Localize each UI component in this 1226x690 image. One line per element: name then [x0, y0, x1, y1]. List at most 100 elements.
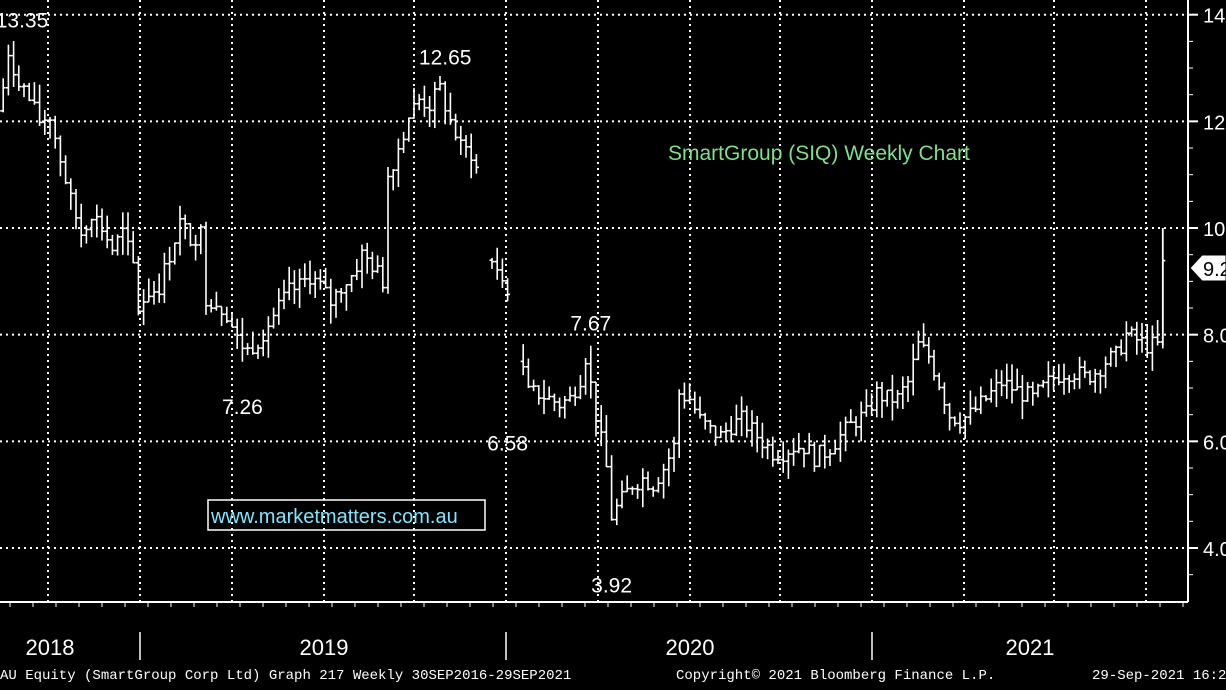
ohlc-bar [531, 379, 537, 392]
ohlc-bar [780, 441, 786, 473]
ohlc-bar [245, 343, 251, 356]
ohlc-bar [505, 278, 511, 302]
ohlc-bar [921, 323, 927, 348]
ohlc-bar [494, 247, 500, 280]
ohlc-bar [848, 409, 854, 424]
ohlc-bar [125, 212, 131, 256]
ohlc-bar [135, 256, 141, 316]
ohlc-bar [73, 188, 79, 230]
ohlc-bar [401, 131, 407, 154]
ohlc-bar [432, 81, 438, 129]
ohlc-bar [286, 266, 292, 301]
ohlc-bar [577, 375, 583, 400]
ohlc-bar [869, 393, 875, 416]
ohlc-bar [541, 379, 547, 415]
ohlc-bar [489, 257, 495, 269]
ohlc-bar [1025, 382, 1031, 402]
ohlc-bar [1077, 356, 1083, 389]
ohlc-bar [843, 416, 849, 452]
ohlc-bar [993, 369, 999, 408]
ohlc-bar [255, 344, 261, 359]
ohlc-bar [702, 412, 708, 430]
ohlc-bar [1113, 345, 1119, 368]
ohlc-bar [1004, 363, 1010, 399]
ohlc-bar [765, 438, 771, 460]
ohlc-bar [957, 412, 963, 434]
watermark-link[interactable]: www.marketmatters.com.au [210, 506, 458, 528]
ohlc-bar [557, 397, 563, 418]
ohlc-bar [791, 438, 797, 466]
ohlc-bar [536, 385, 542, 405]
ohlc-bar [624, 475, 630, 493]
grid [0, 0, 1188, 602]
price-annotation: 3.92 [591, 574, 632, 597]
ohlc-bar [1071, 373, 1077, 390]
ohlc-bar [1014, 368, 1020, 391]
price-annotation: 7.26 [222, 396, 263, 419]
ohlc-bar [380, 256, 386, 293]
ohlc-bar [447, 92, 453, 125]
ohlc-bar [167, 246, 173, 281]
ohlc-bar [619, 480, 625, 509]
ohlc-bar [1129, 326, 1135, 337]
ohlc-bar [822, 434, 828, 469]
ohlc-bar [130, 231, 136, 264]
ohlc-bar [395, 138, 401, 187]
ohlc-bar [187, 222, 193, 247]
ohlc-bar [109, 234, 115, 255]
ohlc-bar [775, 449, 781, 465]
ohlc-bar [1149, 325, 1155, 371]
ohlc-bar [1092, 368, 1098, 393]
ohlc-bar [271, 307, 277, 329]
ohlc-bar [375, 255, 381, 273]
ohlc-bar [57, 135, 63, 177]
ohlc-bar [213, 291, 219, 311]
ohlc-bar [671, 436, 677, 472]
ohlc-bar [941, 382, 947, 415]
ohlc-bar [603, 415, 609, 468]
ohlc-bar [11, 41, 17, 87]
price-annotation: 6.58 [487, 432, 528, 455]
ohlc-bar [234, 318, 240, 350]
ohlc-bar [390, 169, 396, 191]
ohlc-bar [879, 381, 885, 418]
ohlc-bar [328, 278, 334, 324]
ohlc-bar [37, 84, 43, 126]
ohlc-bar [229, 313, 235, 328]
ohlc-bar [78, 203, 84, 248]
watermark-box[interactable]: www.marketmatters.com.au [207, 499, 486, 531]
ohlc-bar [416, 94, 422, 111]
ohlc-bar [1051, 366, 1057, 391]
ohlc-bar [141, 289, 147, 326]
ohlc-bar [297, 268, 303, 308]
ohlc-bar [1144, 324, 1150, 358]
ohlc-bar [988, 378, 994, 403]
ohlc-bar [1040, 379, 1046, 388]
y-tick-label: 10 [1203, 219, 1225, 241]
ohlc-bar [1056, 364, 1062, 386]
ohlc-bar [733, 404, 739, 436]
ohlc-bar [115, 234, 121, 256]
ohlc-bar [156, 273, 162, 303]
ohlc-bar [889, 374, 895, 421]
ohlc-bar [785, 449, 791, 479]
ohlc-bar [1066, 375, 1072, 393]
ohlc-bar [931, 349, 937, 381]
ohlc-bar [874, 381, 880, 418]
ohlc-bar [983, 395, 989, 402]
ohlc-bar [83, 225, 89, 244]
ohlc-bar [666, 448, 672, 487]
ohlc-bar [567, 386, 573, 402]
ohlc-bar [1108, 347, 1114, 367]
ohlc-bar [546, 386, 552, 400]
ohlc-bar [770, 436, 776, 467]
ohlc-bar [655, 477, 661, 493]
ohlc-bar [317, 269, 323, 290]
ohlc-bar [463, 135, 469, 158]
x-tick-label: 2018 [26, 635, 75, 660]
ohlc-bar [94, 204, 100, 238]
ohlc-bar [63, 155, 69, 185]
ohlc-bar [645, 471, 651, 491]
y-tick-label: 14 [1203, 6, 1225, 28]
ohlc-bar [614, 498, 620, 526]
